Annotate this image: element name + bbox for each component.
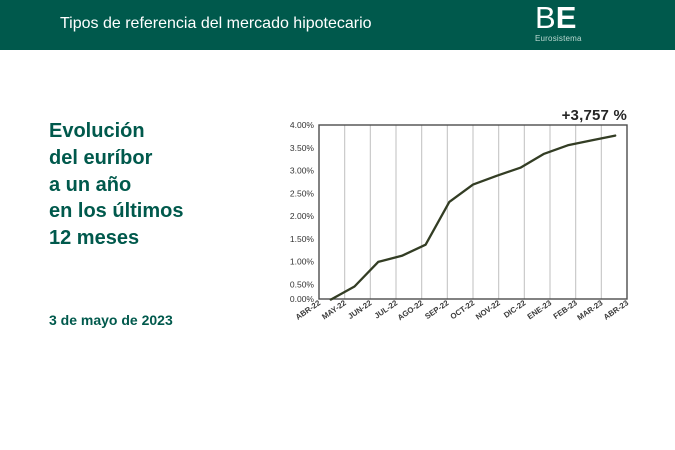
svg-text:MAR-23: MAR-23: [576, 298, 605, 322]
svg-text:FEB-23: FEB-23: [552, 298, 580, 321]
svg-text:ABR-23: ABR-23: [602, 298, 631, 322]
svg-text:ENE-23: ENE-23: [526, 298, 554, 321]
svg-text:4.00%: 4.00%: [290, 120, 315, 130]
svg-text:0.50%: 0.50%: [290, 279, 315, 289]
svg-text:2.00%: 2.00%: [290, 211, 315, 221]
svg-text:NOV-22: NOV-22: [474, 298, 502, 322]
svg-text:3.00%: 3.00%: [290, 166, 315, 176]
svg-text:1.00%: 1.00%: [290, 257, 315, 267]
svg-text:OCT-22: OCT-22: [449, 298, 477, 321]
svg-text:SEP-22: SEP-22: [423, 298, 451, 321]
svg-text:JUL-22: JUL-22: [373, 298, 400, 321]
svg-text:JUN-22: JUN-22: [346, 298, 374, 321]
svg-text:DIC-22: DIC-22: [502, 298, 528, 320]
svg-text:2.50%: 2.50%: [290, 188, 315, 198]
svg-text:AGO-22: AGO-22: [396, 298, 425, 322]
svg-text:MAY-22: MAY-22: [320, 298, 348, 321]
svg-text:1.50%: 1.50%: [290, 234, 315, 244]
svg-text:3.50%: 3.50%: [290, 143, 315, 153]
